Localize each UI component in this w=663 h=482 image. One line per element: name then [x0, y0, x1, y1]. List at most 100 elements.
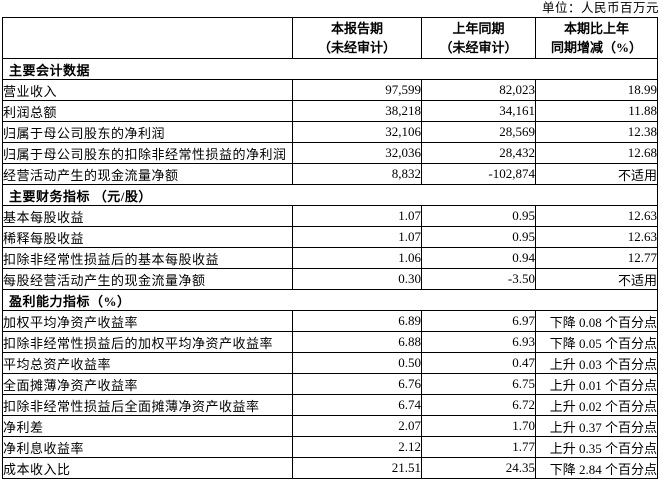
metric-label: 加权平均净资产收益率 — [2, 310, 293, 332]
current-period-value: 1.06 — [292, 247, 422, 269]
table-row: 扣除非经常性损益后全面摊薄净资产收益率 6.74 6.72 上升 0.02 个百… — [2, 394, 658, 416]
prior-period-value: 0.94 — [421, 247, 536, 269]
current-period-value: 6.74 — [292, 394, 422, 416]
table-row: 净利差 2.07 1.70 上升 0.37 个百分点 — [2, 415, 658, 437]
change-value: 不适用 — [535, 163, 658, 185]
table-row: 稀释每股收益 1.07 0.95 12.63 — [2, 226, 658, 248]
change-value: 11.88 — [535, 100, 658, 122]
table-row: 成本收入比 21.51 24.35 下降 2.84 个百分点 — [2, 457, 658, 479]
metric-label: 营业收入 — [2, 79, 293, 101]
prior-period-value: 6.75 — [421, 373, 536, 395]
change-value: 不适用 — [535, 268, 658, 290]
table-row: 扣除非经常性损益后的基本每股收益 1.06 0.94 12.77 — [2, 247, 658, 269]
current-period-value: 6.89 — [292, 310, 422, 332]
prior-period-value: -102,874 — [421, 163, 536, 185]
table-row: 加权平均净资产收益率 6.89 6.97 下降 0.08 个百分点 — [2, 310, 658, 332]
section-title: 盈利能力指标（%） — [2, 289, 658, 311]
metric-label: 净利差 — [2, 415, 293, 437]
current-period-value: 0.30 — [292, 268, 422, 290]
current-period-value: 1.07 — [292, 226, 422, 248]
current-period-value: 2.12 — [292, 436, 422, 458]
current-period-value: 21.51 — [292, 457, 422, 479]
current-period-value: 6.76 — [292, 373, 422, 395]
change-value: 下降 2.84 个百分点 — [535, 457, 658, 479]
metric-label: 归属于母公司股东的净利润 — [2, 121, 293, 143]
metric-label: 扣除非经常性损益后全面摊薄净资产收益率 — [2, 394, 293, 416]
section-header-profitability-indicators: 盈利能力指标（%） — [2, 289, 658, 311]
prior-period-value: 82,023 — [421, 79, 536, 101]
prior-period-value: 34,161 — [421, 100, 536, 122]
metric-label: 全面摊薄净资产收益率 — [2, 373, 293, 395]
table-row: 经营活动产生的现金流量净额 8,832 -102,874 不适用 — [2, 163, 658, 185]
section-title: 主要会计数据 — [2, 58, 658, 80]
change-value: 上升 0.03 个百分点 — [535, 352, 658, 374]
prior-period-value: 24.35 — [421, 457, 536, 479]
current-period-value: 2.07 — [292, 415, 422, 437]
metric-label: 利润总额 — [2, 100, 293, 122]
header-line-2: （未经审计） — [439, 40, 518, 55]
header-line-2: （未经审计） — [317, 40, 396, 55]
metric-label: 经营活动产生的现金流量净额 — [2, 163, 293, 185]
change-value: 上升 0.01 个百分点 — [535, 373, 658, 395]
change-value: 12.77 — [535, 247, 658, 269]
change-value: 下降 0.08 个百分点 — [535, 310, 658, 332]
prior-period-column-header: 上年同期 （未经审计） — [421, 17, 536, 59]
header-line-1: 本期比上年 — [563, 21, 629, 36]
current-period-value: 32,036 — [292, 142, 422, 164]
prior-period-value: 6.93 — [421, 331, 536, 353]
change-value: 12.68 — [535, 142, 658, 164]
prior-period-value: 6.97 — [421, 310, 536, 332]
current-period-value: 6.88 — [292, 331, 422, 353]
section-header-financial-indicators: 主要财务指标 （元/股） — [2, 184, 658, 206]
change-column-header: 本期比上年 同期增减（%） — [535, 17, 658, 59]
current-period-value: 8,832 — [292, 163, 422, 185]
change-value: 上升 0.02 个百分点 — [535, 394, 658, 416]
prior-period-value: 1.77 — [421, 436, 536, 458]
metric-label: 平均总资产收益率 — [2, 352, 293, 374]
current-period-value: 97,599 — [292, 79, 422, 101]
metric-label: 稀释每股收益 — [2, 226, 293, 248]
section-header-accounting-data: 主要会计数据 — [2, 58, 658, 80]
change-value: 12.63 — [535, 205, 658, 227]
metric-label: 扣除非经常性损益后的基本每股收益 — [2, 247, 293, 269]
table-row: 每股经营活动产生的现金流量净额 0.30 -3.50 不适用 — [2, 268, 658, 290]
metric-column-header — [2, 17, 293, 59]
prior-period-value: 0.47 — [421, 352, 536, 374]
current-period-column-header: 本报告期 （未经审计） — [292, 17, 422, 59]
table-row: 基本每股收益 1.07 0.95 12.63 — [2, 205, 658, 227]
current-period-value: 0.50 — [292, 352, 422, 374]
unit-label: 单位：人民币百万元 — [541, 1, 659, 15]
table-header-row: 本报告期 （未经审计） 上年同期 （未经审计） 本期比上年 同期增减（%） — [2, 17, 658, 59]
prior-period-value: 1.70 — [421, 415, 536, 437]
table-row: 全面摊薄净资产收益率 6.76 6.75 上升 0.01 个百分点 — [2, 373, 658, 395]
metric-label: 基本每股收益 — [2, 205, 293, 227]
table-row: 扣除非经常性损益后的加权平均净资产收益率 6.88 6.93 下降 0.05 个… — [2, 331, 658, 353]
change-value: 上升 0.37 个百分点 — [535, 415, 658, 437]
table-row: 营业收入 97,599 82,023 18.99 — [2, 79, 658, 101]
table-row: 净利息收益率 2.12 1.77 上升 0.35 个百分点 — [2, 436, 658, 458]
metric-label: 成本收入比 — [2, 457, 293, 479]
change-value: 下降 0.05 个百分点 — [535, 331, 658, 353]
change-value: 12.63 — [535, 226, 658, 248]
header-line-1: 本报告期 — [330, 21, 383, 36]
prior-period-value: 6.72 — [421, 394, 536, 416]
section-title: 主要财务指标 （元/股） — [2, 184, 658, 206]
prior-period-value: 0.95 — [421, 205, 536, 227]
metric-label: 净利息收益率 — [2, 436, 293, 458]
change-value: 18.99 — [535, 79, 658, 101]
prior-period-value: 0.95 — [421, 226, 536, 248]
table-row: 平均总资产收益率 0.50 0.47 上升 0.03 个百分点 — [2, 352, 658, 374]
current-period-value: 32,106 — [292, 121, 422, 143]
financial-summary-table: 本报告期 （未经审计） 上年同期 （未经审计） 本期比上年 同期增减（%） 主要… — [2, 17, 658, 479]
change-value: 12.38 — [535, 121, 658, 143]
header-line-1: 上年同期 — [452, 21, 505, 36]
table-row: 归属于母公司股东的扣除非经常性损益的净利润 32,036 28,432 12.6… — [2, 142, 658, 164]
current-period-value: 1.07 — [292, 205, 422, 227]
header-line-2: 同期增减（%） — [550, 40, 642, 55]
table-row: 利润总额 38,218 34,161 11.88 — [2, 100, 658, 122]
current-period-value: 38,218 — [292, 100, 422, 122]
prior-period-value: 28,432 — [421, 142, 536, 164]
metric-label: 扣除非经常性损益后的加权平均净资产收益率 — [2, 331, 293, 353]
prior-period-value: -3.50 — [421, 268, 536, 290]
